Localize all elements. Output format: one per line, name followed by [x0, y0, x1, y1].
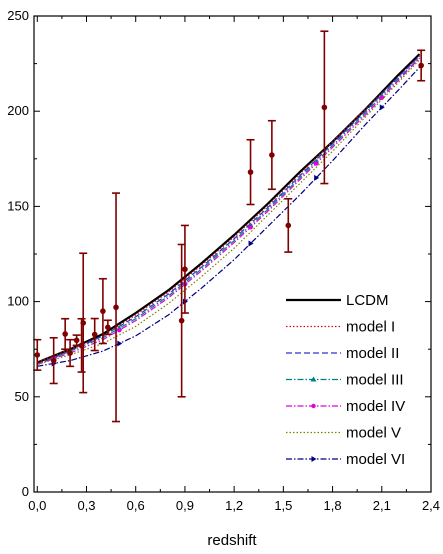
series-line-7: [37, 66, 420, 367]
series-marker-7: [379, 104, 385, 111]
x-axis-title: redshift: [207, 532, 257, 549]
y-tick-label: 0: [22, 484, 29, 499]
series-marker-5: [313, 161, 319, 166]
series-marker-7: [314, 174, 320, 181]
series-line-1: [36, 53, 421, 364]
legend-label-6: model V: [346, 425, 401, 442]
y-tick-label: 150: [7, 198, 29, 213]
series-marker-5: [248, 225, 253, 230]
series-line-2: [37, 55, 420, 364]
data-point: [269, 152, 275, 158]
legend-marker-5: [311, 403, 316, 409]
data-point: [178, 317, 185, 324]
data-point: [285, 222, 292, 229]
x-tick-label: 0,9: [176, 498, 194, 513]
x-tick-label: 2,4: [422, 498, 440, 513]
data-point: [91, 331, 98, 338]
series-line-6: [37, 59, 420, 365]
data-point: [321, 104, 328, 111]
legend: LCDM model I model II model III model IV mode…: [286, 292, 405, 468]
x-tick-label: 2,1: [373, 498, 391, 513]
observational-data: [33, 30, 426, 423]
data-point: [67, 350, 73, 356]
data-point: [418, 62, 424, 69]
legend-label-7: model VI: [346, 451, 405, 468]
data-point: [105, 324, 111, 331]
legend-label-4: model III: [346, 372, 404, 389]
data-point: [100, 308, 106, 314]
x-tick-label: 1,8: [324, 498, 342, 513]
y-tick-label: 50: [15, 389, 29, 404]
data-point: [34, 352, 41, 358]
data-point: [50, 357, 57, 364]
series-marker-7: [248, 240, 254, 247]
series-line-3: [37, 55, 420, 365]
legend-label-5: model IV: [346, 398, 405, 415]
plot-frame: [33, 15, 432, 493]
x-tick-label: 0,6: [127, 498, 145, 513]
axes: 0,0 0,3 0,6 0,9 1,2 1,5 1,8 2,1 2,4 0 50 100 150 200 2…: [7, 8, 440, 513]
legend-label-1: LCDM: [346, 292, 389, 309]
x-tick-label: 1,5: [274, 498, 292, 513]
data-point: [182, 266, 188, 273]
legend-label-2: model I: [346, 319, 395, 336]
y-tick-label: 200: [7, 103, 29, 118]
data-point: [113, 304, 119, 311]
data-point: [73, 337, 80, 344]
series-marker-7: [117, 340, 123, 347]
x-tick-label: 0,0: [28, 498, 46, 513]
data-point: [247, 169, 254, 175]
legend-label-3: model II: [346, 345, 399, 362]
series-marker-5: [117, 327, 122, 333]
y-tick-label: 100: [7, 294, 29, 309]
x-tick-label: 0,3: [77, 498, 95, 513]
legend-marker-7: [311, 456, 317, 462]
x-tick-label: 1,2: [225, 498, 243, 513]
data-point: [80, 320, 87, 326]
y-tick-label: 250: [7, 8, 29, 23]
data-point: [62, 331, 68, 337]
legend-marker-4: [310, 376, 317, 382]
